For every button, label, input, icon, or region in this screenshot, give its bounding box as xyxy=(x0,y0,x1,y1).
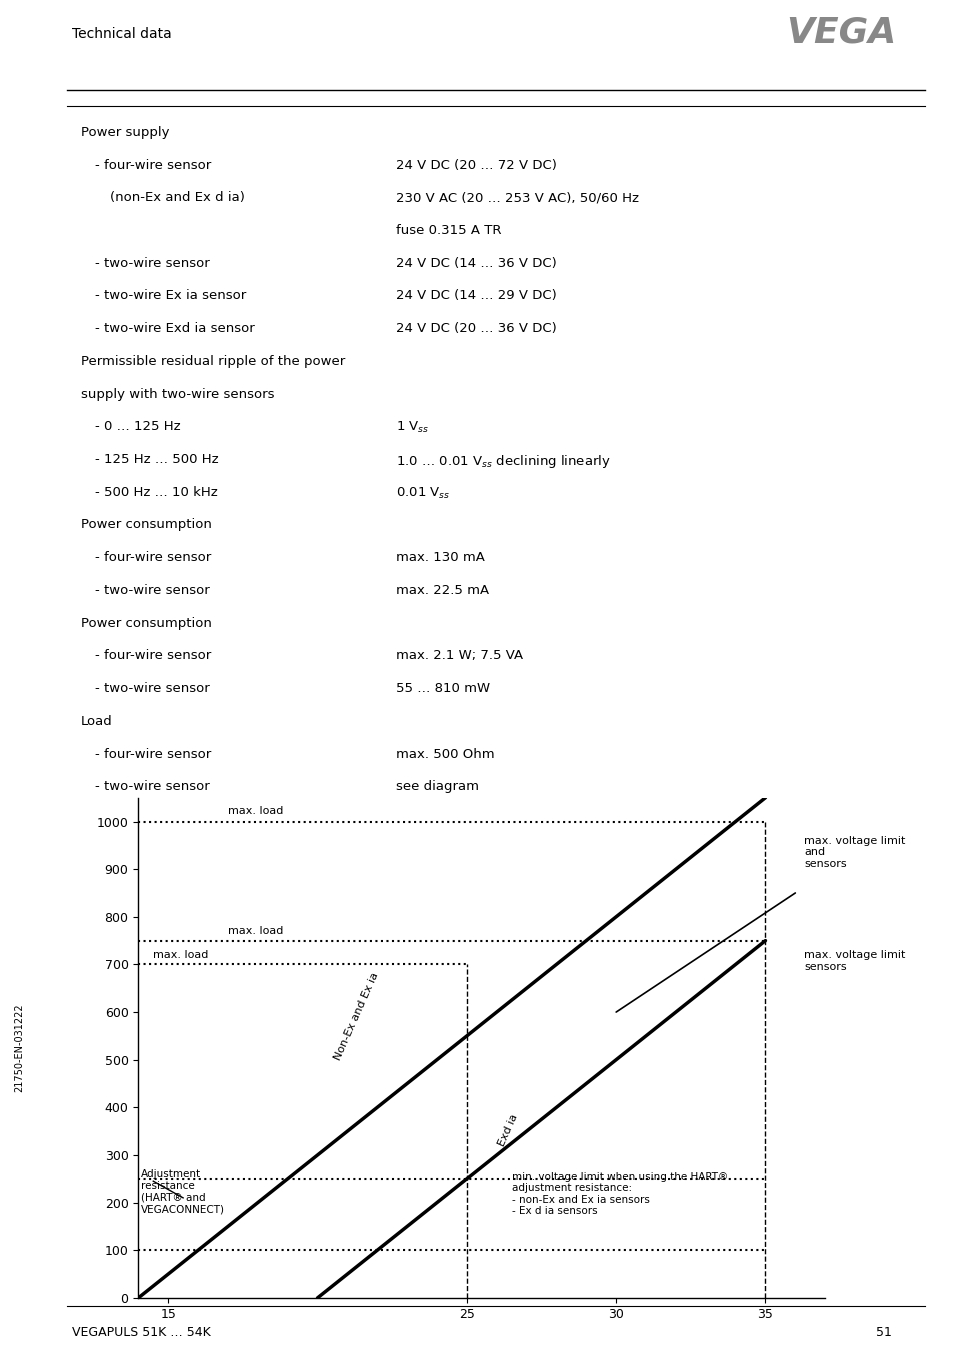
Text: Power consumption: Power consumption xyxy=(81,617,212,630)
Text: - two-wire sensor: - two-wire sensor xyxy=(95,584,210,598)
Text: fuse 0.315 A TR: fuse 0.315 A TR xyxy=(395,224,501,237)
Text: max. 500 Ohm: max. 500 Ohm xyxy=(395,748,494,761)
Text: Load: Load xyxy=(81,715,112,727)
Text: VEGA: VEGA xyxy=(785,16,896,50)
Text: 24 V DC (14 … 29 V DC): 24 V DC (14 … 29 V DC) xyxy=(395,289,557,303)
Text: - two-wire sensor: - two-wire sensor xyxy=(95,780,210,794)
Text: 55 … 810 mW: 55 … 810 mW xyxy=(395,683,490,695)
Text: - four-wire sensor: - four-wire sensor xyxy=(95,552,212,564)
Text: - two-wire sensor: - two-wire sensor xyxy=(95,683,210,695)
Text: Power consumption: Power consumption xyxy=(81,519,212,531)
Text: supply with two-wire sensors: supply with two-wire sensors xyxy=(81,388,274,400)
Text: 24 V DC (20 … 72 V DC): 24 V DC (20 … 72 V DC) xyxy=(395,158,557,172)
Text: 24 V DC (14 … 36 V DC): 24 V DC (14 … 36 V DC) xyxy=(395,257,557,270)
Text: - 0 … 125 Hz: - 0 … 125 Hz xyxy=(95,420,181,434)
Text: - 125 Hz … 500 Hz: - 125 Hz … 500 Hz xyxy=(95,453,219,466)
Text: - four-wire sensor: - four-wire sensor xyxy=(95,158,212,172)
Text: max. load: max. load xyxy=(228,806,283,817)
Text: - two-wire Ex ia sensor: - two-wire Ex ia sensor xyxy=(95,289,247,303)
Text: max. 130 mA: max. 130 mA xyxy=(395,552,484,564)
Text: Exd ia: Exd ia xyxy=(497,1113,519,1148)
Text: 230 V AC (20 … 253 V AC), 50/60 Hz: 230 V AC (20 … 253 V AC), 50/60 Hz xyxy=(395,192,639,204)
Text: max. 2.1 W; 7.5 VA: max. 2.1 W; 7.5 VA xyxy=(395,649,522,662)
Text: - two-wire Exd ia sensor: - two-wire Exd ia sensor xyxy=(95,322,254,335)
Text: max. voltage limit
and
sensors: max. voltage limit and sensors xyxy=(803,836,904,869)
Text: - 500 Hz … 10 kHz: - 500 Hz … 10 kHz xyxy=(95,485,218,499)
Text: max. load: max. load xyxy=(153,950,209,960)
Text: see diagram: see diagram xyxy=(395,780,478,794)
Text: - two-wire sensor: - two-wire sensor xyxy=(95,257,210,270)
Text: max. load: max. load xyxy=(228,926,283,937)
Text: max. 22.5 mA: max. 22.5 mA xyxy=(395,584,489,598)
Text: Adjustment
resistance
(HART® and
VEGACONNECT): Adjustment resistance (HART® and VEGACON… xyxy=(141,1169,225,1214)
Text: - four-wire sensor: - four-wire sensor xyxy=(95,748,212,761)
Text: 0.01 V$_{ss}$: 0.01 V$_{ss}$ xyxy=(395,485,450,500)
Text: Power supply: Power supply xyxy=(81,126,170,139)
Text: Permissible residual ripple of the power: Permissible residual ripple of the power xyxy=(81,356,345,368)
Text: 21750-EN-031222: 21750-EN-031222 xyxy=(14,1003,24,1092)
Text: (non-Ex and Ex d ia): (non-Ex and Ex d ia) xyxy=(110,192,244,204)
Text: VEGAPULS 51K … 54K: VEGAPULS 51K … 54K xyxy=(71,1326,210,1338)
Text: 51: 51 xyxy=(875,1326,891,1338)
Text: 1 V$_{ss}$: 1 V$_{ss}$ xyxy=(395,420,429,435)
Text: 24 V DC (20 … 36 V DC): 24 V DC (20 … 36 V DC) xyxy=(395,322,557,335)
Text: max. voltage limit
sensors: max. voltage limit sensors xyxy=(803,950,904,972)
Text: - four-wire sensor: - four-wire sensor xyxy=(95,649,212,662)
Text: min. voltage limit when using the HART®
adjustment resistance:
- non-Ex and Ex i: min. voltage limit when using the HART® … xyxy=(511,1172,727,1217)
Text: Non-Ex and Ex ia: Non-Ex and Ex ia xyxy=(332,971,380,1063)
Text: 1.0 … 0.01 V$_{ss}$ declining linearly: 1.0 … 0.01 V$_{ss}$ declining linearly xyxy=(395,453,610,470)
Text: Technical data: Technical data xyxy=(71,27,172,41)
